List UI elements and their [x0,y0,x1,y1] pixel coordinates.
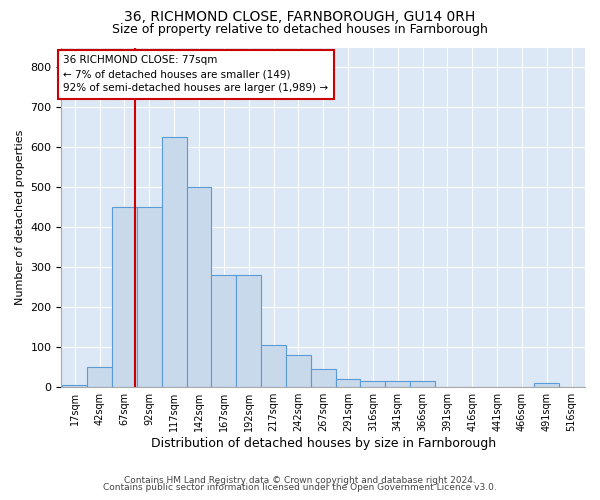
Text: Contains HM Land Registry data © Crown copyright and database right 2024.: Contains HM Land Registry data © Crown c… [124,476,476,485]
Bar [535,383,559,387]
Y-axis label: Number of detached properties: Number of detached properties [15,130,25,305]
Bar [385,381,410,387]
Bar [62,385,87,387]
Bar [87,367,112,387]
X-axis label: Distribution of detached houses by size in Farnborough: Distribution of detached houses by size … [151,437,496,450]
Bar [112,208,137,387]
Text: 36, RICHMOND CLOSE, FARNBOROUGH, GU14 0RH: 36, RICHMOND CLOSE, FARNBOROUGH, GU14 0R… [124,10,476,24]
Bar [361,381,385,387]
Bar [261,345,286,387]
Text: Size of property relative to detached houses in Farnborough: Size of property relative to detached ho… [112,22,488,36]
Bar [311,369,335,387]
Bar [410,381,435,387]
Bar [286,355,311,387]
Bar [162,138,187,387]
Bar [335,379,361,387]
Bar [236,276,261,387]
Bar [137,208,162,387]
Bar [211,276,236,387]
Bar [187,188,211,387]
Text: 36 RICHMOND CLOSE: 77sqm
← 7% of detached houses are smaller (149)
92% of semi-d: 36 RICHMOND CLOSE: 77sqm ← 7% of detache… [64,56,329,94]
Text: Contains public sector information licensed under the Open Government Licence v3: Contains public sector information licen… [103,484,497,492]
